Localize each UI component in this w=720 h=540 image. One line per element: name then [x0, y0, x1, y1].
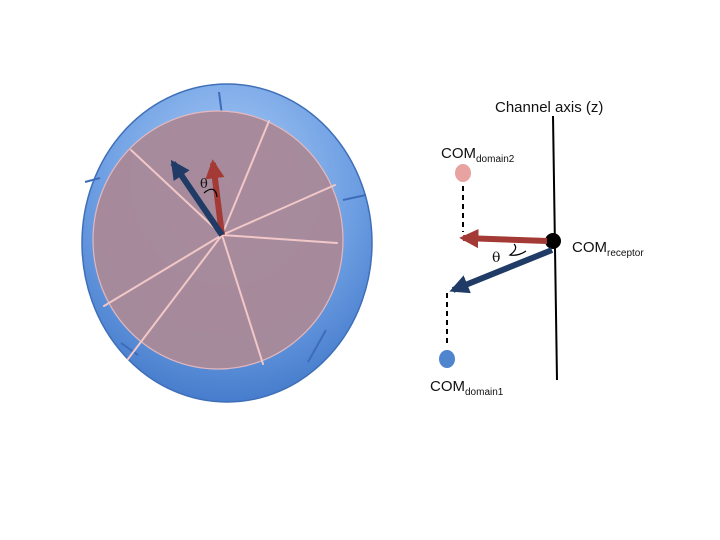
com-domain2-label: COMdomain2 — [441, 145, 515, 165]
theta-label-side: θ — [492, 250, 500, 266]
com-receptor-point — [545, 233, 561, 249]
channel-axis-label: Channel axis (z) — [495, 99, 603, 116]
com-receptor-label: COMreceptor — [572, 239, 644, 259]
com-domain1-label: COMdomain1 — [430, 378, 504, 398]
com-domain1-point — [439, 350, 455, 368]
theta-arc-side — [508, 243, 527, 256]
theta-arc-top — [203, 188, 218, 198]
com-domain2-point — [455, 164, 471, 182]
red-vector-side — [459, 228, 548, 249]
theta-label-top: θ — [200, 177, 208, 192]
blue-vector-side — [449, 247, 554, 294]
receptor-top-view: θ — [81, 83, 373, 403]
subunit-dividers — [103, 120, 338, 365]
receptor-side-view: Channel axis (z) COMreceptor COMdomain2 … — [430, 99, 644, 398]
red-vector-top — [205, 159, 225, 236]
blue-vector-top — [170, 159, 225, 237]
